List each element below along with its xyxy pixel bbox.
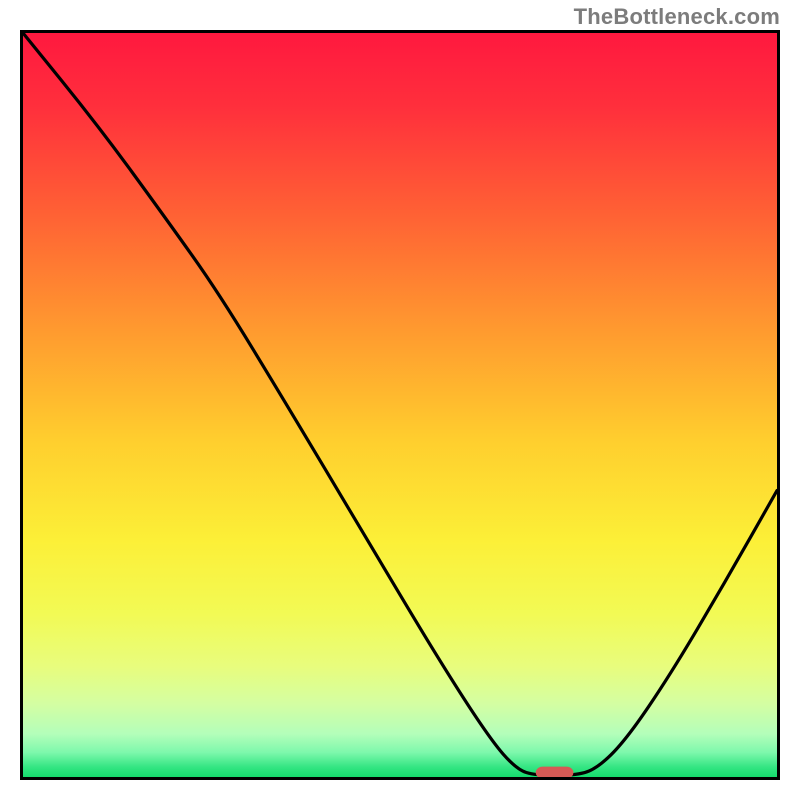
- gradient-background: [22, 32, 779, 779]
- watermark: TheBottleneck.com: [574, 4, 780, 30]
- plot-area: [20, 30, 780, 780]
- plot-svg: [20, 30, 780, 780]
- chart-container: TheBottleneck.com: [0, 0, 800, 800]
- optimal-marker: [536, 767, 574, 779]
